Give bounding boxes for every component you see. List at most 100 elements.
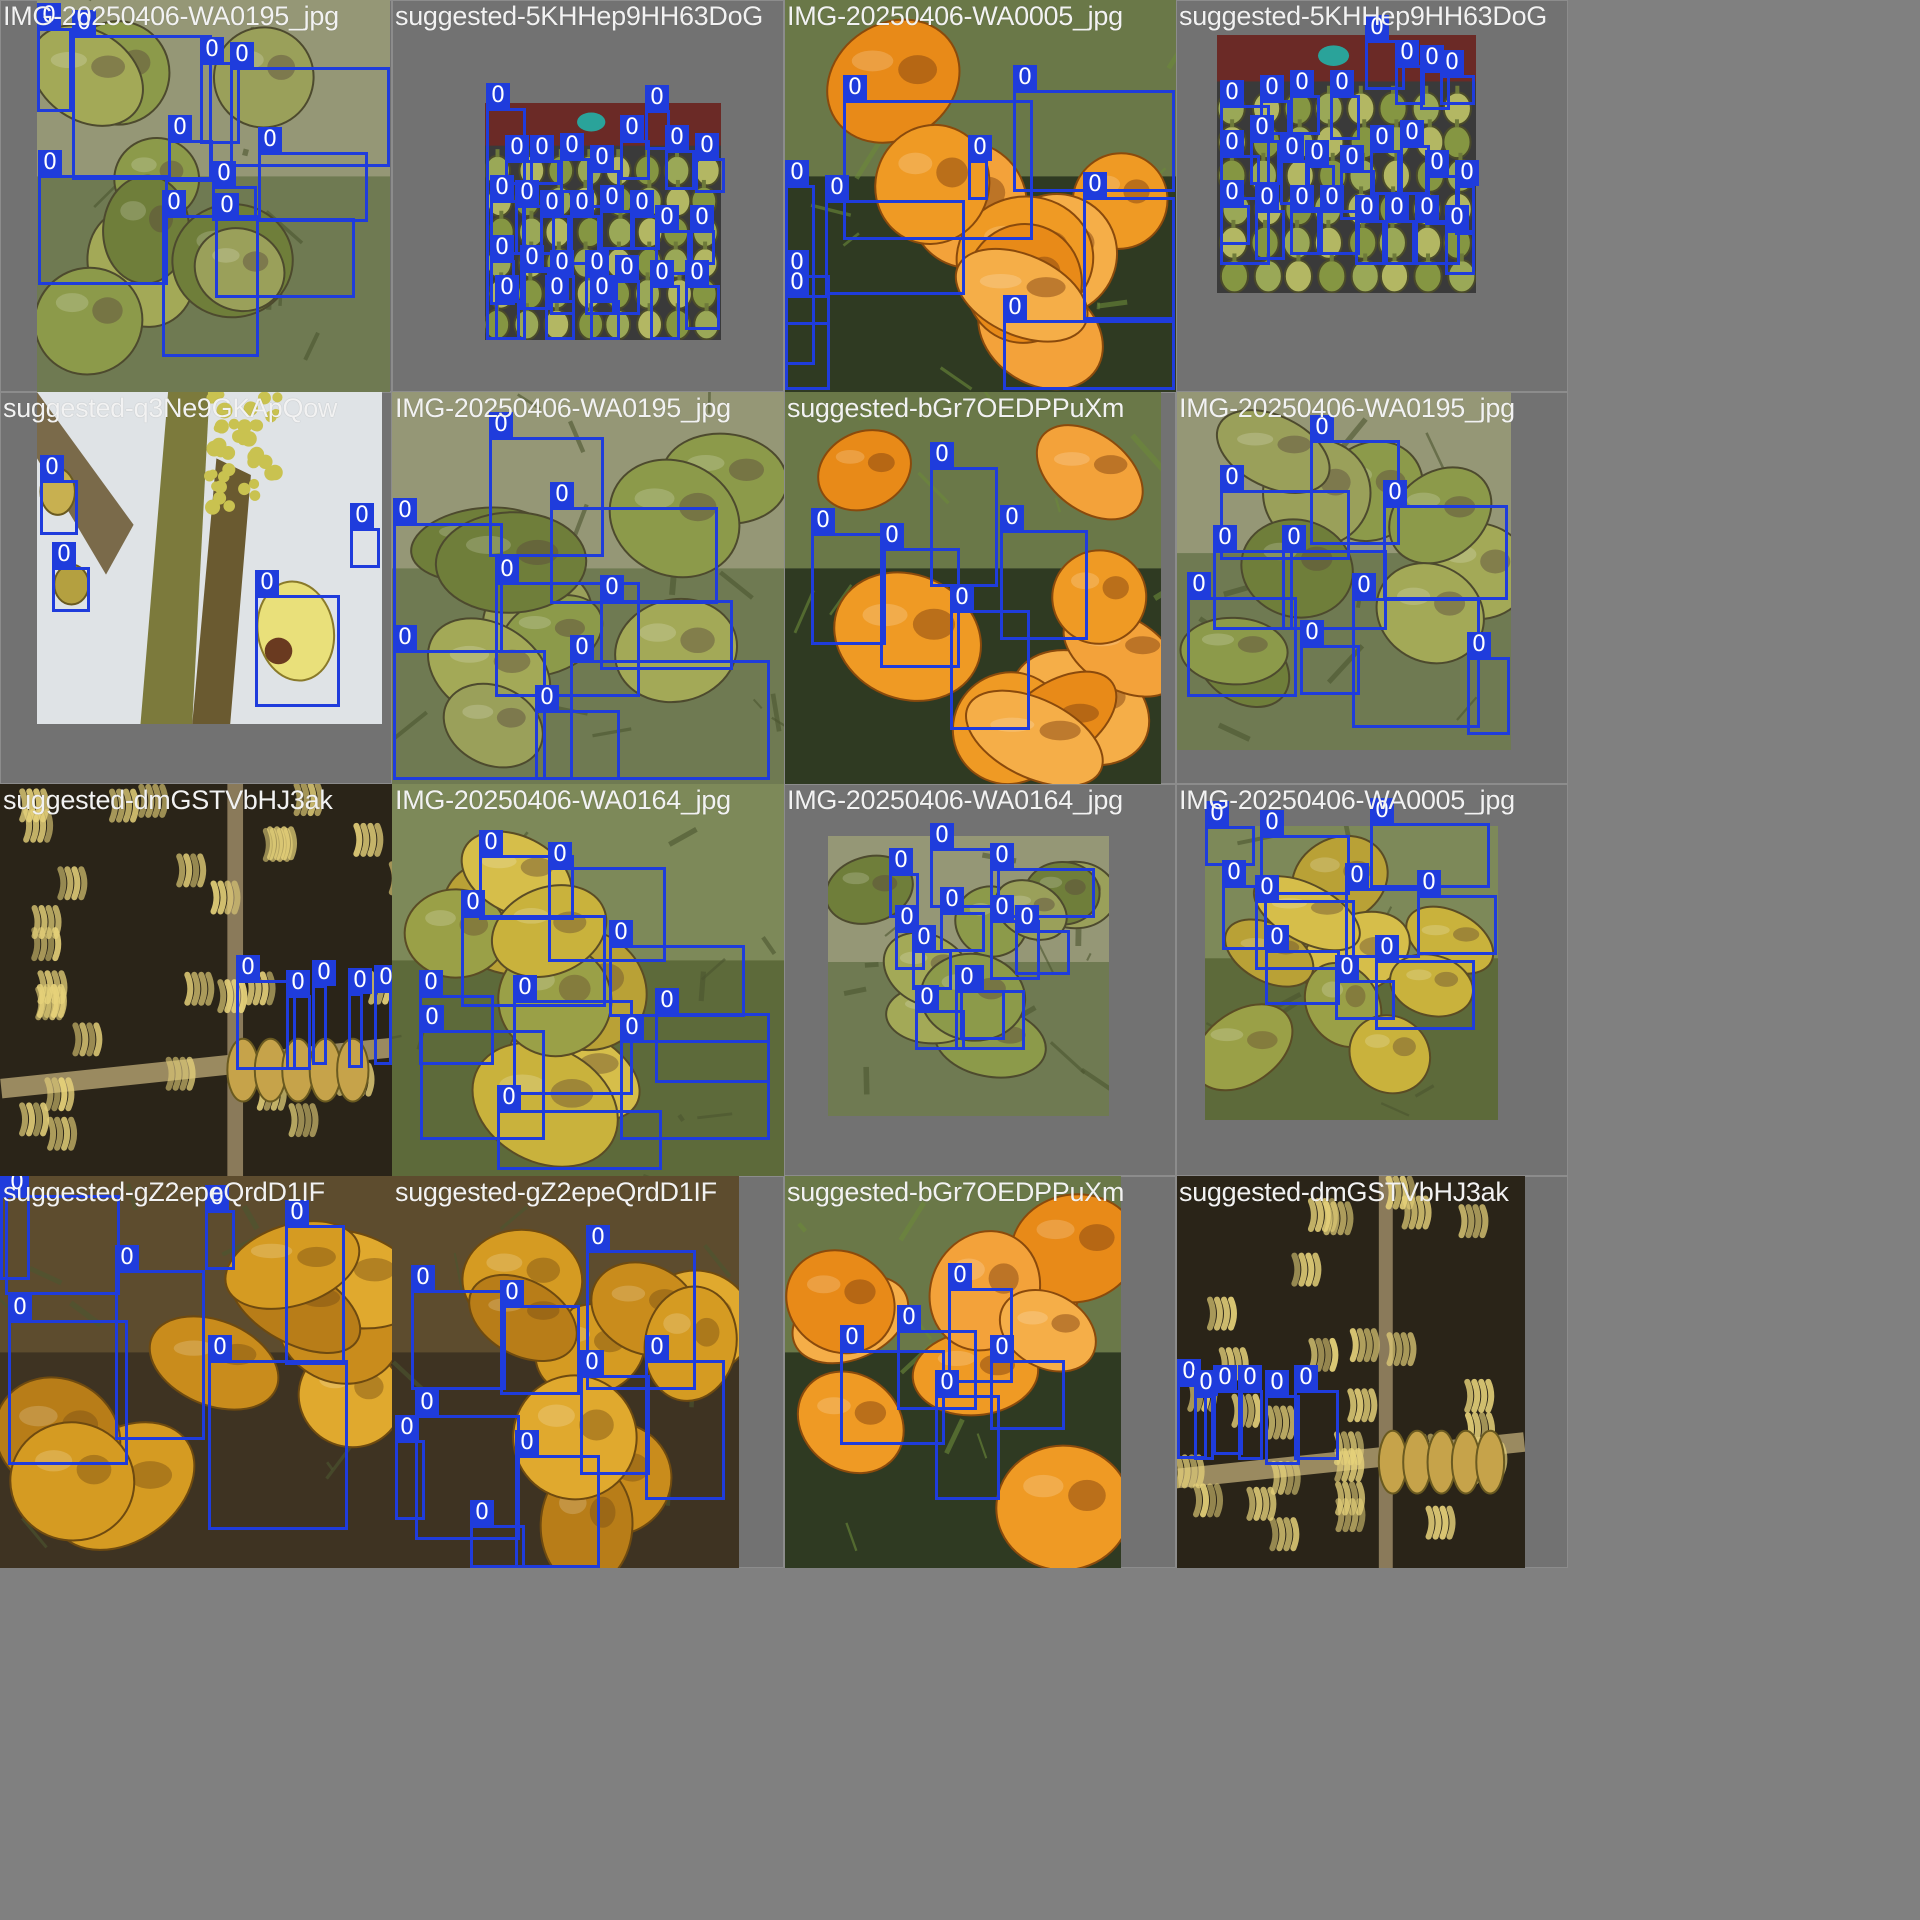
- detection-box: 0: [415, 1390, 520, 1540]
- class-tag: 0: [895, 905, 919, 931]
- detection-box: 0: [395, 1415, 425, 1520]
- tile-photo: [785, 392, 1161, 784]
- detection-box: 0: [1375, 935, 1475, 1030]
- class-tag: 0: [570, 635, 594, 661]
- tile-photo: [1177, 392, 1511, 750]
- detection-box: 0: [655, 988, 770, 1083]
- class-tag: 0: [1455, 160, 1479, 186]
- detection-box: 0: [200, 37, 240, 144]
- detection-box: 0: [1300, 620, 1360, 695]
- class-tag: 0: [1187, 572, 1211, 598]
- class-tag: 0: [479, 830, 503, 856]
- detection-box: 0: [685, 260, 720, 330]
- detection-box: 0: [1320, 185, 1360, 255]
- class-tag: 0: [1280, 135, 1304, 161]
- class-tag: 0: [1290, 185, 1314, 211]
- class-tag: 0: [889, 848, 913, 874]
- detection-box: 0: [580, 1350, 650, 1475]
- detection-box: 0: [285, 1200, 345, 1365]
- class-tag: 0: [1260, 810, 1284, 836]
- class-tag: 0: [548, 842, 572, 868]
- class-tag: 0: [843, 75, 867, 101]
- class-tag: 0: [785, 270, 809, 296]
- class-tag: 0: [1330, 70, 1354, 96]
- detection-box: 0: [690, 205, 715, 265]
- photo-scene: [37, 392, 382, 724]
- class-tag: 0: [1282, 525, 1306, 551]
- class-tag: 0: [350, 503, 374, 529]
- detection-box: 0: [600, 185, 635, 250]
- detection-box: 0: [1255, 185, 1285, 260]
- tile-filename-label: suggested-5KHHep9HH63DoG: [395, 1, 764, 31]
- class-tag: 0: [255, 570, 279, 596]
- class-tag: 0: [1205, 801, 1229, 827]
- mosaic-tile: 0 0 0 0 0 0 0 0 0 IMG-20250406-WA0195_jpg: [1176, 392, 1568, 784]
- mosaic-tile: 0 0 0 0 0 suggested-dmGSTVbHJ3ak: [0, 784, 392, 1176]
- class-tag: 0: [513, 975, 537, 1001]
- class-tag: 0: [258, 127, 282, 153]
- class-tag: 0: [212, 161, 236, 187]
- tile-photo: [392, 392, 784, 784]
- class-tag: 0: [1365, 15, 1389, 41]
- class-tag: 0: [393, 625, 417, 651]
- class-tag: 0: [1238, 1365, 1262, 1391]
- class-tag: 0: [215, 193, 239, 219]
- detection-box: 0: [72, 10, 212, 180]
- class-tag: 0: [540, 190, 564, 216]
- detection-box: 0: [1355, 195, 1385, 265]
- detection-box: 0: [515, 1430, 600, 1568]
- class-tag: 0: [115, 1245, 139, 1271]
- class-tag: 0: [1355, 195, 1379, 221]
- detection-box: 0: [1383, 480, 1508, 600]
- detection-box: 0: [695, 133, 725, 193]
- class-tag: 0: [1294, 1365, 1318, 1391]
- class-tag: 0: [811, 508, 835, 534]
- class-tag: 0: [940, 887, 964, 913]
- class-tag: 0: [785, 160, 809, 186]
- detection-box: 0: [513, 975, 633, 1095]
- class-tag: 0: [620, 1015, 644, 1041]
- detection-box: 0: [600, 575, 733, 670]
- class-tag: 0: [1385, 195, 1409, 221]
- class-tag: 0: [655, 205, 679, 231]
- class-tag: 0: [665, 125, 689, 151]
- class-tag: 0: [1083, 172, 1107, 198]
- detection-box: 0: [1395, 40, 1425, 105]
- mosaic-tile: 0 0 0 0 0 0 0 0 0 0 IMG-20250406-WA0164_jpg: [392, 784, 784, 1176]
- class-tag: 0: [1340, 145, 1364, 171]
- detection-box: 0: [1282, 525, 1387, 630]
- class-tag: 0: [695, 133, 719, 159]
- class-tag: 0: [968, 135, 992, 161]
- detection-box: 0: [115, 1245, 205, 1440]
- class-tag: 0: [415, 1390, 439, 1416]
- class-tag: 0: [630, 190, 654, 216]
- detection-box: 0: [615, 255, 640, 315]
- detection-box: 0: [540, 190, 570, 270]
- detection-box: 0: [8, 1295, 128, 1465]
- detection-box: 0: [1365, 15, 1405, 90]
- class-tag: 0: [168, 115, 192, 141]
- detection-box: 0: [935, 1370, 1000, 1500]
- class-tag: 0: [948, 1263, 972, 1289]
- class-tag: 0: [609, 920, 633, 946]
- class-tag: 0: [897, 1305, 921, 1331]
- mosaic-tile: 0 0 0 0 0 0 0 0 0 0 IMG-20250406-WA0005_jpg: [1176, 784, 1568, 1176]
- detection-box: 0: [912, 925, 952, 990]
- class-tag: 0: [8, 1295, 32, 1321]
- tile-photo: [37, 392, 382, 724]
- tile-filename-label: IMG-20250406-WA0164_jpg: [787, 785, 1123, 815]
- class-tag: 0: [520, 245, 544, 271]
- class-tag: 0: [505, 135, 529, 161]
- class-tag: 0: [615, 255, 639, 281]
- detection-box: 0: [479, 830, 574, 920]
- class-tag: 0: [205, 1185, 229, 1211]
- class-tag: 0: [955, 965, 979, 991]
- detection-box: 0: [880, 523, 960, 668]
- tile-photo: [392, 1176, 739, 1568]
- detection-box: 0: [990, 895, 1040, 980]
- photo-scene: [392, 1176, 739, 1568]
- class-tag: 0: [490, 235, 514, 261]
- class-tag: 0: [411, 1265, 435, 1291]
- class-tag: 0: [1015, 905, 1039, 931]
